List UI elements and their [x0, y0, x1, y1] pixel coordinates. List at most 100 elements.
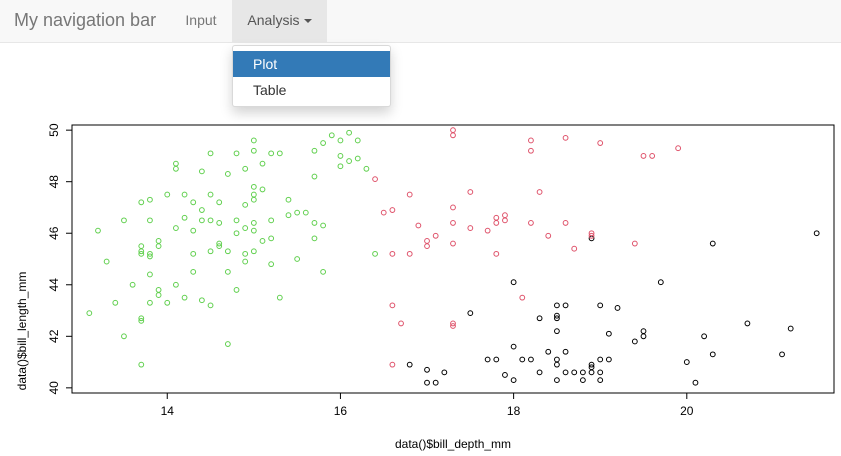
data-point: [536, 369, 543, 376]
data-point: [198, 168, 205, 175]
data-point: [337, 153, 344, 159]
data-point: [242, 165, 249, 172]
data-point: [207, 150, 214, 157]
data-point: [519, 356, 526, 363]
data-point: [190, 268, 197, 275]
data-point: [173, 225, 179, 231]
data-point: [467, 189, 474, 195]
data-point: [588, 232, 595, 239]
data-point: [450, 220, 456, 226]
navbar: My navigation bar Input Analysis: [0, 0, 841, 43]
y-tick-label: 46: [47, 226, 61, 240]
data-point: [519, 294, 526, 301]
data-point: [813, 230, 820, 237]
tab-analysis[interactable]: Analysis: [232, 0, 327, 42]
data-point: [484, 227, 491, 234]
data-point: [138, 317, 145, 324]
data-point: [640, 328, 647, 335]
navbar-brand[interactable]: My navigation bar: [14, 10, 157, 30]
data-point: [207, 217, 214, 224]
data-point: [190, 250, 197, 257]
data-point: [311, 235, 318, 242]
data-point: [779, 351, 785, 358]
data-point: [285, 212, 292, 219]
data-point: [389, 302, 396, 309]
data-point: [554, 315, 560, 322]
data-point: [528, 147, 534, 154]
y-axis: 40 42 44 46 48 50: [47, 123, 72, 395]
data-point: [588, 369, 595, 376]
data-point: [147, 196, 153, 203]
data-point: [268, 217, 275, 224]
data-point: [545, 348, 552, 355]
data-point: [424, 243, 430, 250]
data-point: [536, 315, 543, 322]
data-point: [562, 134, 569, 141]
y-axis-label: data()$bill_length_mm: [15, 272, 29, 391]
data-point: [372, 176, 378, 183]
data-point: [510, 343, 517, 350]
data-point: [147, 271, 153, 278]
data-point: [250, 183, 257, 190]
data-point: [450, 320, 456, 327]
data-point: [467, 225, 474, 231]
data-point: [311, 220, 318, 226]
data-point: [138, 315, 145, 322]
data-point: [294, 256, 301, 262]
menu-item-plot[interactable]: Plot: [233, 51, 390, 77]
data-point: [493, 250, 500, 257]
data-point: [562, 220, 569, 226]
data-point: [631, 240, 638, 247]
data-point: [285, 196, 292, 203]
plot-frame: [71, 124, 835, 394]
data-point: [147, 253, 153, 260]
data-point: [709, 240, 716, 247]
x-tick-label: 16: [334, 404, 348, 418]
data-point: [147, 299, 153, 306]
data-point: [112, 299, 119, 306]
data-point: [545, 232, 552, 239]
data-point: [692, 379, 699, 386]
data-point: [173, 281, 179, 288]
data-point: [155, 292, 162, 298]
data-point: [398, 320, 404, 327]
data-point: [268, 235, 275, 242]
caret-down-icon: [303, 19, 312, 24]
data-point: [164, 191, 171, 198]
data-point: [614, 305, 621, 311]
x-axis: 14 16 18 20: [161, 393, 694, 418]
data-point: [787, 325, 794, 332]
data-point: [424, 379, 430, 386]
data-point: [354, 155, 361, 162]
data-point: [346, 129, 352, 136]
data-point: [216, 243, 223, 250]
data-point: [554, 302, 560, 309]
tab-input[interactable]: Input: [185, 12, 217, 28]
data-point: [493, 220, 500, 226]
data-point: [311, 147, 318, 154]
data-point: [233, 150, 240, 157]
data-point: [138, 361, 145, 368]
data-point: [605, 356, 612, 363]
data-point: [129, 281, 136, 288]
menu-item-table[interactable]: Table: [253, 82, 287, 98]
x-tick-label: 20: [680, 404, 694, 418]
data-point: [389, 361, 396, 368]
data-point: [536, 189, 543, 195]
data-point: [224, 341, 231, 347]
data-point: [250, 248, 257, 255]
data-point: [432, 379, 439, 386]
data-point: [250, 137, 257, 144]
data-point: [95, 227, 101, 234]
data-point: [155, 287, 162, 293]
y-tick-label: 40: [47, 381, 61, 395]
data-point: [207, 248, 214, 255]
data-point: [415, 222, 422, 229]
data-point: [224, 268, 231, 275]
data-points: [86, 127, 820, 386]
data-point: [579, 377, 586, 384]
data-point: [242, 250, 249, 257]
data-point: [597, 377, 604, 384]
data-point: [493, 214, 500, 221]
data-point: [363, 165, 370, 172]
